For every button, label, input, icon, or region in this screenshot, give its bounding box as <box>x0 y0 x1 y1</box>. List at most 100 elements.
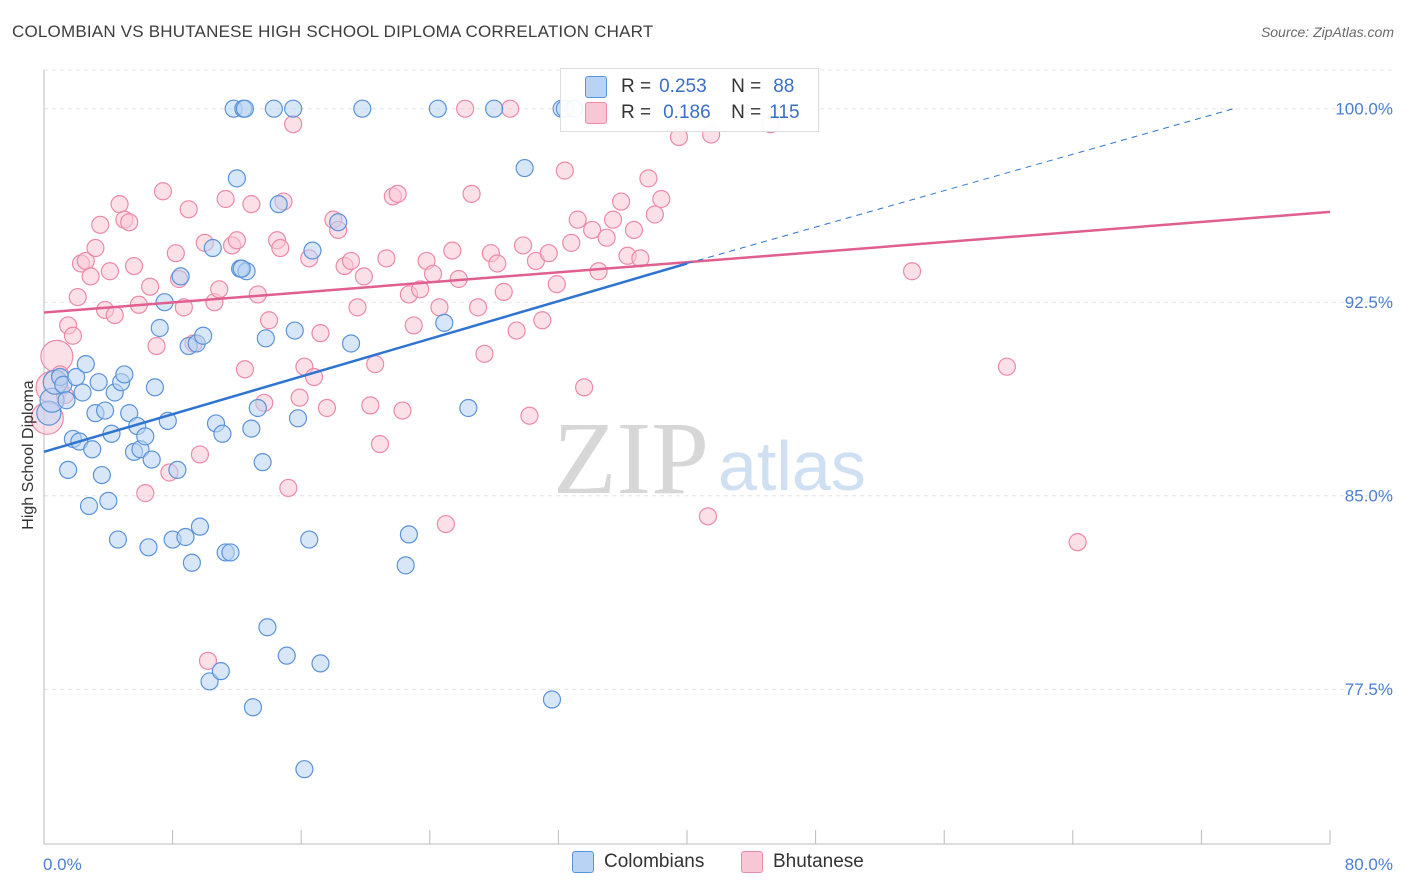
legend-item-bhutanese[interactable]: Bhutanese <box>741 851 864 873</box>
chart-source: Source: ZipAtlas.com <box>1260 24 1394 40</box>
colombians-point <box>285 321 304 340</box>
bhutanese-trend-line <box>43 210 1331 314</box>
bhutanese-point <box>539 244 558 263</box>
colombians-point <box>176 527 195 547</box>
legend-row-bhutanese: R = 0.186 N = 115 <box>585 101 800 125</box>
bhutanese-point <box>388 184 407 203</box>
colombians-point <box>168 460 187 479</box>
bhutanese-point <box>575 378 594 397</box>
bhutanese-point <box>436 514 455 534</box>
bhutanese-point <box>562 233 581 252</box>
colombians-point <box>515 158 534 178</box>
colombians-trend-extension <box>686 108 1234 264</box>
bhutanese-point <box>520 406 539 425</box>
bhutanese-point <box>235 360 255 379</box>
bhutanese-point <box>100 262 120 281</box>
bhutanese-point <box>583 220 602 240</box>
bhutanese-point <box>443 241 462 260</box>
bhutanese-point <box>147 336 166 356</box>
bhutanese-point <box>341 251 361 271</box>
colombians-point <box>139 538 158 557</box>
colombians-point <box>264 99 283 118</box>
y-tick-label: 92.5% <box>1345 293 1393 312</box>
bhutanese-point <box>140 277 160 296</box>
y-tick-label: 85.0% <box>1345 487 1393 506</box>
bhutanese-point <box>110 195 129 214</box>
legend-n-label: N = <box>731 76 762 97</box>
bhutanese-point <box>290 388 309 407</box>
colombians-point <box>83 440 102 459</box>
legend-r-value: 0.253 <box>659 76 707 97</box>
bhutanese-point <box>611 192 631 211</box>
colombians-point <box>459 398 478 418</box>
colombians-point <box>248 398 267 418</box>
bhutanese-point <box>242 195 261 214</box>
watermark-atlas: atlas <box>718 427 866 505</box>
colombians-point <box>145 378 165 397</box>
colombians-point <box>115 365 134 384</box>
colombians-point <box>235 99 255 118</box>
bhutanese-point <box>366 355 385 374</box>
y-tick-label: 100.0% <box>1335 100 1393 119</box>
colombians-point <box>256 329 275 348</box>
bhutanese-point <box>271 238 290 258</box>
bhutanese-point <box>997 357 1016 376</box>
colombians-point <box>59 460 78 479</box>
bhutanese-points <box>30 99 1087 670</box>
colombians-point <box>92 465 111 485</box>
legend-r-value: 0.186 <box>663 102 711 123</box>
colombians-point <box>311 654 330 673</box>
bhutanese-point <box>568 210 587 229</box>
bhutanese-point <box>430 298 449 317</box>
colombians-point <box>542 690 562 709</box>
bhutanese-point <box>377 249 396 268</box>
bhutanese-point <box>589 262 608 281</box>
colombians-point <box>182 553 201 572</box>
bhutanese-point <box>475 344 494 363</box>
bhutanese-point <box>488 254 507 273</box>
legend-n-value: 88 <box>773 76 795 97</box>
legend-n-label: N = <box>731 102 762 123</box>
bhutanese-point <box>124 256 144 276</box>
colombians-point <box>171 267 190 286</box>
bhutanese-point <box>494 282 513 301</box>
bhutanese-point <box>456 99 475 118</box>
legend-label-colombians: Colombians <box>604 851 705 872</box>
bhutanese-point <box>902 262 922 281</box>
colombians-point <box>243 698 263 717</box>
colombians-point <box>203 238 222 258</box>
bhutanese-point <box>81 267 100 286</box>
bhutanese-point <box>393 401 412 420</box>
bhutanese-point <box>105 306 124 325</box>
watermark-zip: ZIP <box>553 401 709 516</box>
bhutanese-point <box>216 189 235 209</box>
colombians-point <box>95 401 115 420</box>
bhutanese-point <box>354 267 373 286</box>
bhutanese-point <box>136 484 155 503</box>
bhutanese-point <box>639 169 658 188</box>
colombians-point <box>67 367 86 387</box>
colombians-point <box>142 450 161 469</box>
bhutanese-swatch <box>585 102 607 124</box>
bhutanese-point <box>348 298 367 317</box>
colombians-point <box>190 517 210 536</box>
colombians-point <box>108 530 128 549</box>
bhutanese-point <box>86 238 105 258</box>
bhutanese-point <box>361 396 380 415</box>
bhutanese-point <box>284 115 303 134</box>
colombians-point <box>399 525 419 544</box>
x-tick-label: 0.0% <box>43 855 82 874</box>
colombians-point <box>277 646 296 665</box>
colombians-swatch <box>572 851 594 873</box>
y-tick-label: 77.5% <box>1345 680 1393 699</box>
bhutanese-point <box>411 280 430 299</box>
colombians-point <box>57 391 76 410</box>
bhutanese-point <box>555 161 574 180</box>
legend-item-colombians[interactable]: Colombians <box>572 851 704 873</box>
colombians-point <box>200 672 219 691</box>
colombians-point <box>136 427 155 446</box>
colombians-point <box>150 318 169 338</box>
colombians-point <box>76 355 95 374</box>
bhutanese-point <box>513 236 533 255</box>
colombians-point <box>485 99 504 118</box>
